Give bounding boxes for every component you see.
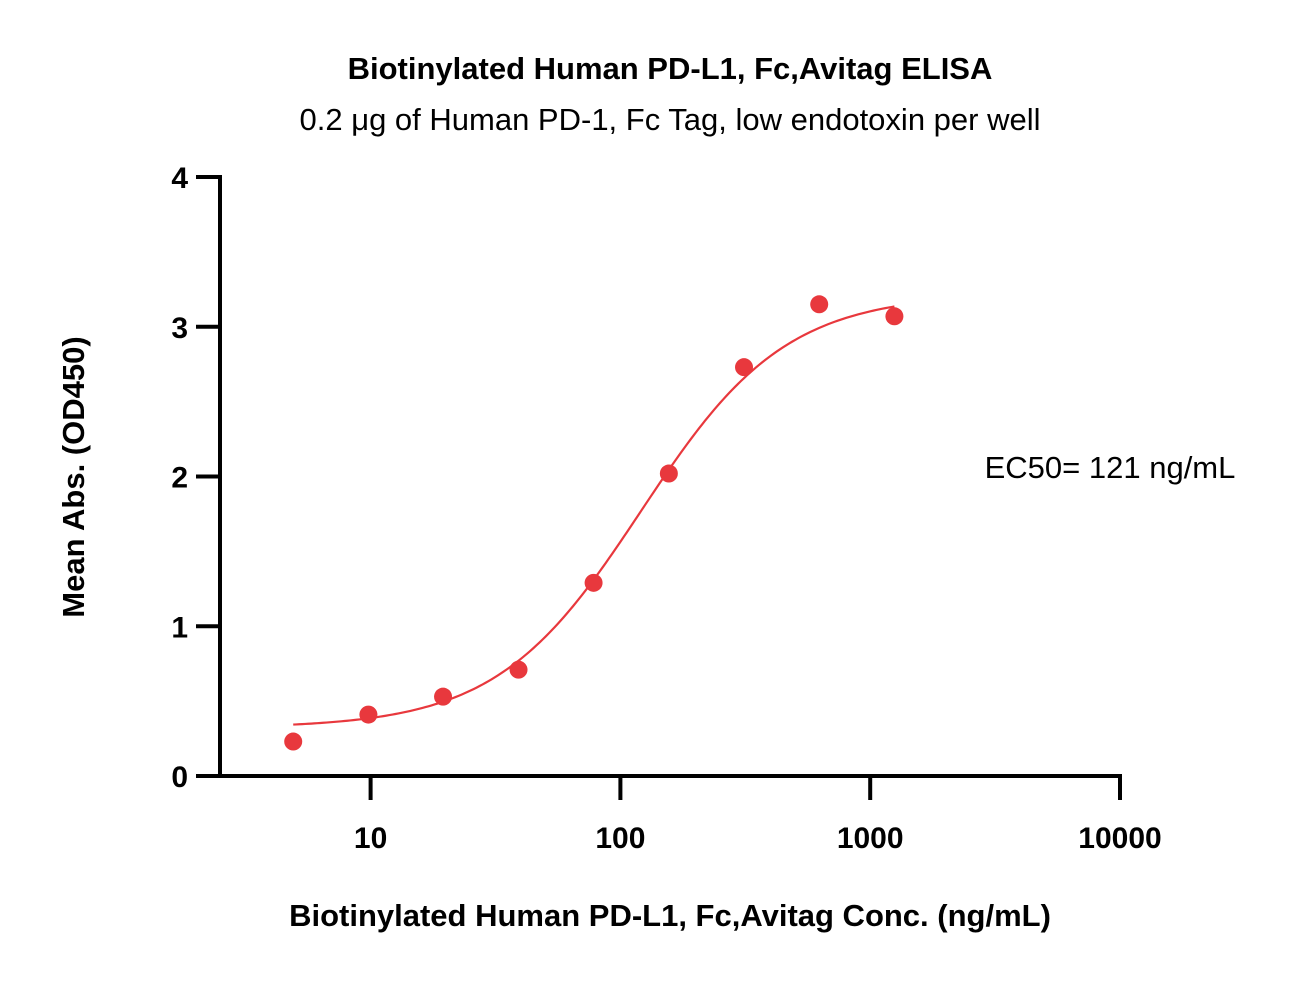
y-axis: 0 1 2 3 4 (171, 162, 222, 794)
chart-subtitle: 0.2 μg of Human PD-1, Fc Tag, low endoto… (300, 102, 1041, 137)
chart-title: Biotinylated Human PD-L1, Fc,Avitag ELIS… (348, 51, 993, 86)
data-point (359, 705, 378, 724)
y-tick-label: 1 (171, 611, 188, 644)
y-tick-label: 3 (171, 312, 188, 345)
y-tick-label: 2 (171, 462, 188, 495)
ec50-annotation: EC50= 121 ng/mL (985, 450, 1236, 485)
x-axis: 10 100 1000 10000 (196, 774, 1162, 855)
data-point (584, 573, 603, 592)
data-point (659, 464, 678, 483)
data-point (885, 307, 904, 326)
x-tick-label: 10 (354, 822, 387, 855)
x-tick-label: 10000 (1078, 822, 1161, 855)
data-point (284, 732, 303, 751)
y-axis-label: Mean Abs. (OD450) (56, 336, 91, 617)
x-axis-label: Biotinylated Human PD-L1, Fc,Avitag Conc… (289, 898, 1051, 933)
data-point (735, 358, 754, 377)
x-tick-label: 100 (595, 822, 645, 855)
fit-curve-line (293, 305, 895, 726)
fit-curve-layer (293, 305, 895, 726)
data-point (509, 660, 528, 679)
data-points-layer (284, 295, 904, 751)
data-point (434, 687, 453, 706)
x-tick-label: 1000 (837, 822, 904, 855)
y-tick-label: 0 (171, 761, 188, 794)
data-point (810, 295, 829, 314)
y-tick-label: 4 (171, 162, 188, 195)
